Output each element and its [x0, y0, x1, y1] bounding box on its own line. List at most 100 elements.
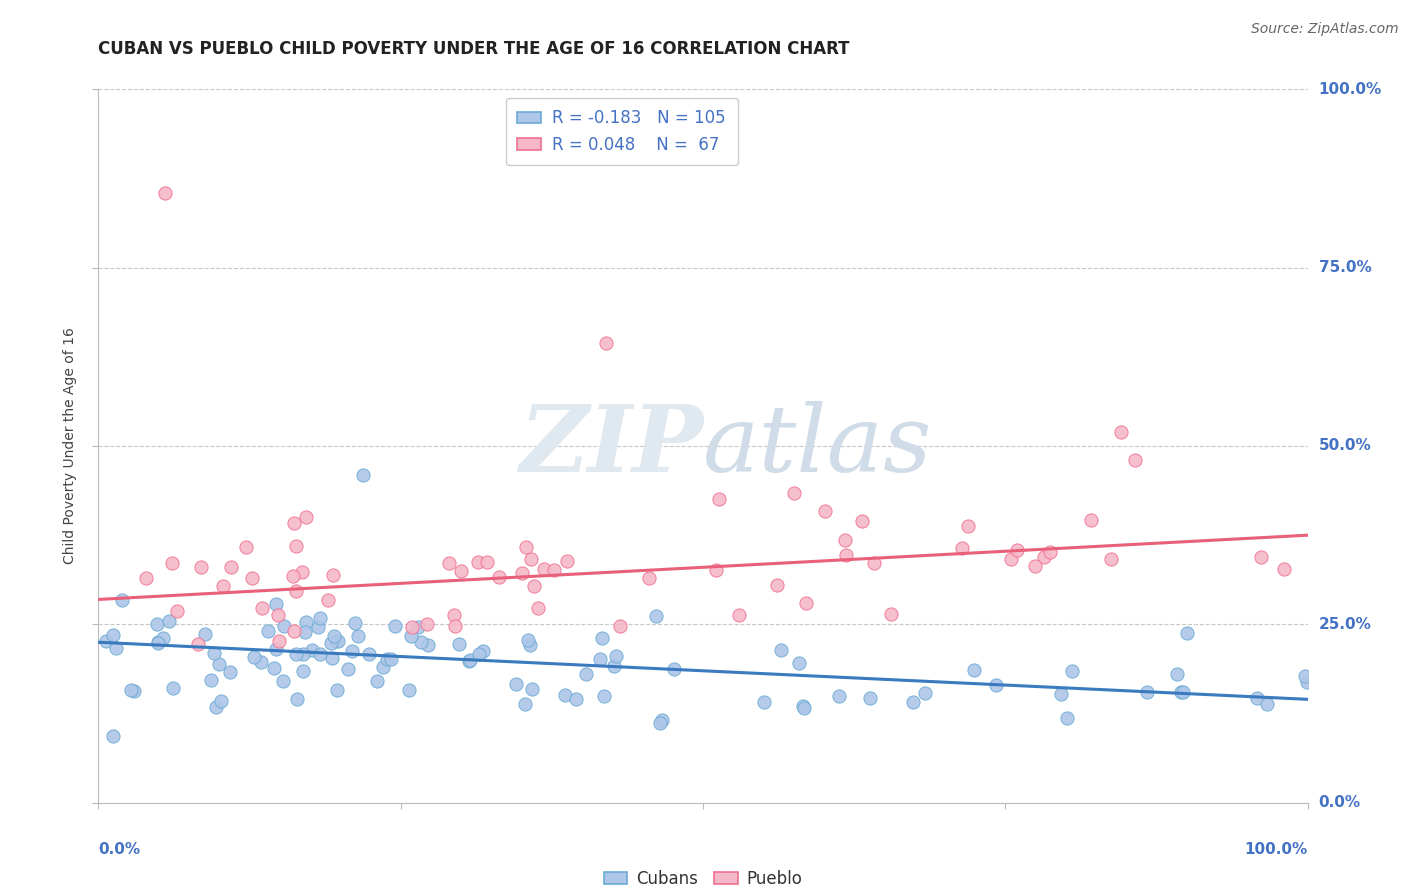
Point [322, 568, 344, 582]
Text: 100.0%: 100.0% [1319, 82, 1382, 96]
Text: 75.0%: 75.0% [1319, 260, 1371, 275]
Point [344, 616, 367, 631]
Point [193, 627, 215, 641]
Point [264, 598, 287, 612]
Point [488, 570, 510, 584]
Point [352, 467, 374, 482]
Point [1246, 690, 1268, 705]
Point [595, 335, 617, 350]
Point [120, 682, 142, 697]
Point [1039, 545, 1062, 559]
Text: 0.0%: 0.0% [1319, 796, 1361, 810]
Point [111, 592, 134, 607]
Point [146, 616, 169, 631]
Point [326, 682, 349, 697]
Point [439, 557, 461, 571]
Point [384, 619, 406, 633]
Point [135, 571, 157, 585]
Point [519, 638, 541, 652]
Text: CUBAN VS PUEBLO CHILD POVERTY UNDER THE AGE OF 16 CORRELATION CHART: CUBAN VS PUEBLO CHILD POVERTY UNDER THE … [98, 40, 849, 58]
Point [152, 632, 174, 646]
Text: 0.0%: 0.0% [98, 842, 141, 856]
Point [450, 565, 472, 579]
Point [283, 516, 305, 530]
Point [859, 691, 882, 706]
Point [322, 629, 344, 643]
Point [467, 556, 489, 570]
Point [243, 649, 266, 664]
Point [1007, 543, 1029, 558]
Point [1256, 697, 1278, 711]
Point [794, 596, 817, 610]
Point [285, 584, 308, 599]
Point [1250, 550, 1272, 565]
Point [457, 654, 479, 668]
Point [291, 565, 314, 579]
Point [366, 673, 388, 688]
Text: atlas: atlas [703, 401, 932, 491]
Point [416, 617, 439, 632]
Point [1166, 666, 1188, 681]
Point [124, 684, 146, 698]
Point [523, 579, 546, 593]
Point [564, 692, 586, 706]
Point [1109, 425, 1132, 439]
Text: 100.0%: 100.0% [1244, 842, 1308, 856]
Point [851, 514, 873, 528]
Point [793, 700, 815, 714]
Point [200, 673, 222, 687]
Text: 25.0%: 25.0% [1319, 617, 1372, 632]
Point [517, 633, 540, 648]
Point [406, 619, 429, 633]
Point [398, 683, 420, 698]
Point [1056, 711, 1078, 725]
Point [148, 636, 170, 650]
Point [914, 686, 936, 700]
Point [1272, 562, 1295, 576]
Point [765, 577, 787, 591]
Point [651, 713, 673, 727]
Point [834, 533, 856, 547]
Point [901, 695, 924, 709]
Point [273, 619, 295, 633]
Point [160, 556, 183, 570]
Point [187, 637, 209, 651]
Point [783, 486, 806, 500]
Point [515, 541, 537, 555]
Point [359, 647, 381, 661]
Point [325, 634, 347, 648]
Point [250, 655, 273, 669]
Point [1294, 669, 1316, 683]
Text: 50.0%: 50.0% [1319, 439, 1371, 453]
Point [1170, 684, 1192, 698]
Point [285, 540, 308, 554]
Point [443, 619, 465, 633]
Point [218, 665, 240, 679]
Point [291, 647, 314, 661]
Point [309, 647, 332, 661]
Point [308, 611, 330, 625]
Point [202, 647, 225, 661]
Point [950, 541, 973, 555]
Point [1171, 684, 1194, 698]
Point [555, 554, 578, 568]
Point [101, 730, 124, 744]
Point [472, 644, 495, 658]
Point [644, 609, 666, 624]
Point [294, 615, 316, 629]
Point [505, 677, 527, 691]
Point [321, 651, 343, 665]
Point [814, 504, 837, 518]
Point [1024, 559, 1046, 574]
Point [326, 634, 349, 648]
Point [458, 652, 481, 666]
Point [880, 607, 903, 621]
Point [526, 601, 548, 615]
Point [602, 658, 624, 673]
Point [153, 186, 176, 200]
Point [292, 665, 315, 679]
Point [957, 519, 980, 533]
Point [411, 635, 433, 649]
Point [467, 647, 489, 661]
Point [294, 624, 316, 639]
